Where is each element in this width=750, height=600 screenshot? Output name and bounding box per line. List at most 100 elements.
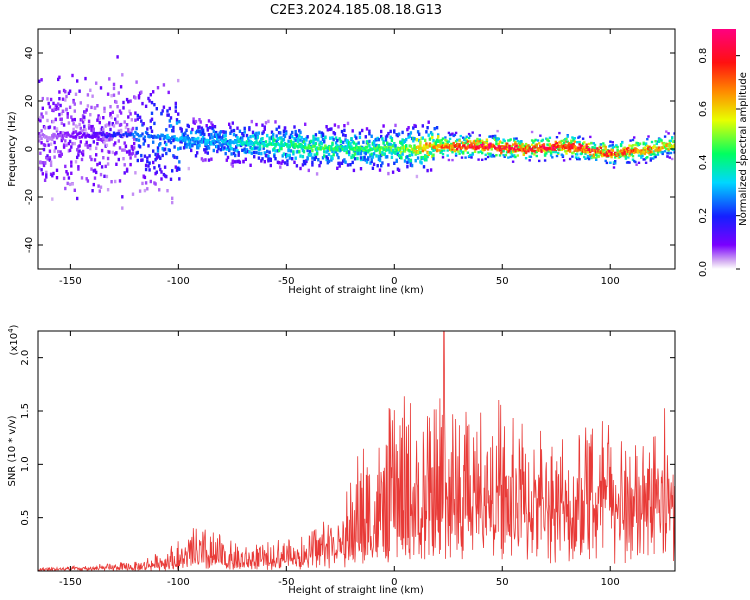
spectrogram-cell [405,137,408,142]
spectrogram-cell [323,150,326,154]
spectrogram-cell [488,146,491,149]
spectrogram-cell [124,144,128,149]
spectrogram-cell [65,135,68,138]
spectrogram-cell [514,141,517,144]
spectrogram-cell [634,143,637,147]
spectrogram-cell [650,140,654,144]
spectrogram-cell [429,151,433,155]
colorbar-label: Normalized spectral amplitude [738,72,749,226]
spectrogram-cell [456,147,459,151]
spectrogram-cell [467,132,471,136]
spectrogram-cell [485,141,489,145]
spectrogram-cell [48,149,52,153]
spectrogram-cell [383,152,386,156]
spectrogram-cell [378,157,382,161]
spectrogram-cell [510,147,514,150]
spectrogram-cell [144,104,148,108]
spectrogram-cell [91,94,94,98]
spectrogram-cell [562,141,566,144]
spectrogram-cell [321,132,325,136]
spectrogram-cell [293,125,296,129]
spectrogram-cell [561,155,565,158]
spectrogram-cell [131,126,135,131]
spectrogram-cell [277,125,281,129]
spectrogram-cell [178,160,181,164]
spectrogram-cell [67,133,71,137]
spectrogram-cell [273,138,276,142]
spectrogram-cell [288,156,291,160]
spectrogram-cell [177,78,180,83]
spectrogram-cell [643,146,647,150]
spectrogram-cell [614,156,617,159]
spectrogram-cell [656,151,660,154]
spectrogram-cell [431,132,434,137]
spectrogram-cell [415,174,419,179]
spectrogram-cell [593,146,597,149]
spectrogram-cell [313,153,316,157]
snr-frame [37,330,676,572]
spectrogram-cell [192,120,195,124]
spectrogram-cell [230,141,233,144]
spectrogram-cell [211,123,214,127]
spectrogram-cell [435,126,439,130]
spectrogram-cell [168,139,171,142]
spectrogram-cell [301,163,305,167]
spectrogram-cell [357,146,360,150]
spectrogram-cell [255,139,258,143]
spectrogram-cell [119,111,123,115]
spectrogram-cell [84,110,87,114]
spectrogram-cell [52,101,55,106]
spectrogram-cell [294,142,297,146]
spectrogram-cell [45,175,48,179]
spectrogram-cell [610,151,613,154]
spectrogram-cell [511,150,515,154]
spectrogram-cell [262,130,265,134]
spectrogram-cell [287,148,290,153]
spectrogram-cell [138,189,142,193]
spectrogram-cell [311,156,314,160]
spectrogram-cell [131,192,135,196]
spectrogram-cell [659,148,662,152]
spectrogram-cell [78,144,81,148]
spectrogram-cell [58,112,61,117]
spectrogram-cell [595,156,598,160]
spectrogram-cell [358,150,362,154]
spectrogram-cell [277,148,281,153]
spectrogram-cell [134,171,137,175]
colorbar-tick-label: 0.0 [698,261,709,277]
spectrogram-cell [279,131,282,135]
spectrogram-cell [40,78,43,82]
spectrogram-cell [414,159,417,163]
spectrogram-cell [184,143,187,147]
spectrogram-cell [387,163,390,167]
spectrogram-cell [533,153,536,156]
spectrogram-cell [116,55,119,59]
spectrogram-cell [76,196,79,201]
spectrogram-cell [353,148,357,152]
spectrogram-cell [323,138,326,142]
spectrogram-cell [414,124,417,128]
spectrogram-cell [72,127,75,132]
spectrogram-cell [98,116,101,120]
spectrogram-cell [625,152,629,155]
spectrogram-cell [125,150,129,154]
spectrogram-cell [491,134,495,138]
spectrogram-cell [138,115,142,119]
spectrogram-cell [136,150,139,155]
spectrogram-cell [68,89,72,93]
spectrogram-cell [432,148,435,152]
spectrogram-cell [346,139,350,143]
spectrogram-cell [128,109,131,113]
spectrogram-cell [150,129,154,133]
spectrogram-cell [439,144,442,148]
spectrogram-cell [67,91,71,95]
spectrogram-cell [633,136,636,139]
spectrogram-cell [644,150,648,154]
spectrogram-cell [288,153,291,157]
spectrogram-cell [190,148,193,153]
snr-multiplier-exponent: 4 [7,328,15,333]
spectrogram-cell [571,136,574,139]
spectrogram-cell [172,125,175,130]
spectrogram-cell [125,97,129,102]
spectrogram-cell [611,141,614,144]
